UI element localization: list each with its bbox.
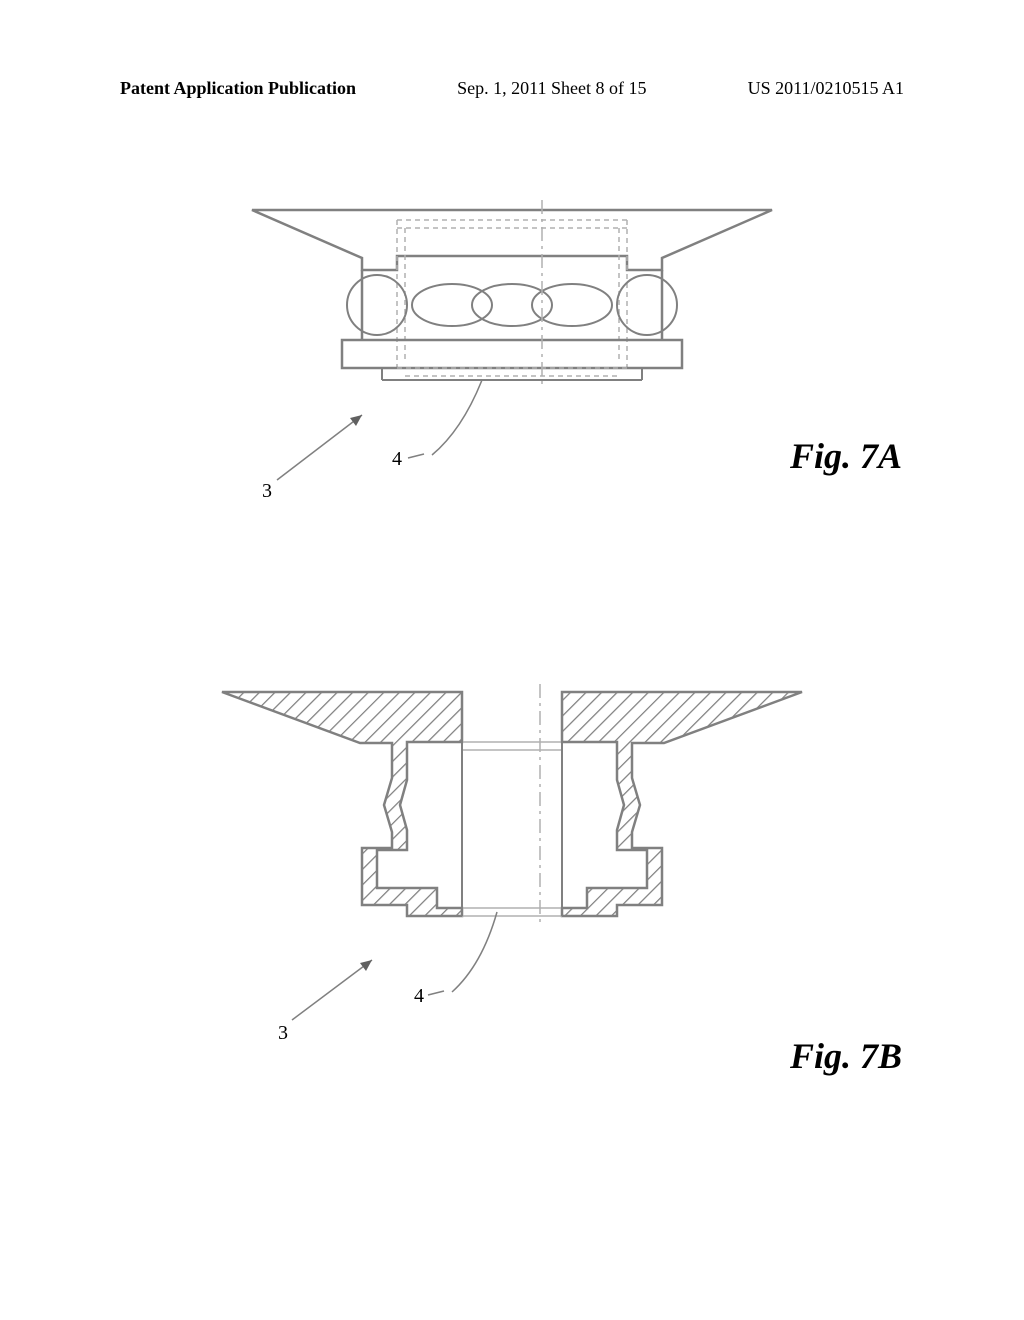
header-left: Patent Application Publication <box>120 78 356 99</box>
header-center: Sep. 1, 2011 Sheet 8 of 15 <box>457 78 646 99</box>
figure-7b-svg <box>162 680 862 1080</box>
figure-7a-label: Fig. 7A <box>790 435 902 477</box>
header-right: US 2011/0210515 A1 <box>748 78 904 99</box>
page-header: Patent Application Publication Sep. 1, 2… <box>0 78 1024 99</box>
page: Patent Application Publication Sep. 1, 2… <box>0 0 1024 1320</box>
figure-7b: 3 4 Fig. 7B <box>162 680 862 1080</box>
figure-7a: 3 4 Fig. 7A <box>162 200 862 550</box>
ref-num-3b: 3 <box>278 1022 288 1045</box>
ref-num-4b: 4 <box>414 985 424 1008</box>
ref-num-4: 4 <box>392 448 402 471</box>
ref-num-3: 3 <box>262 480 272 503</box>
figure-7b-label: Fig. 7B <box>790 1035 902 1077</box>
